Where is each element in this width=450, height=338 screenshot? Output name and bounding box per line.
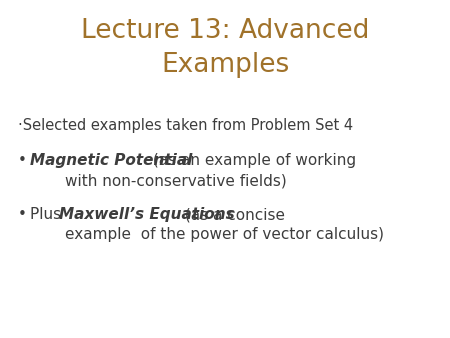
Text: •: • bbox=[18, 207, 27, 222]
Text: Magnetic Potential: Magnetic Potential bbox=[30, 153, 193, 168]
Text: (as an example of working: (as an example of working bbox=[148, 153, 356, 168]
Text: Examples: Examples bbox=[161, 52, 289, 78]
Text: Lecture 13: Advanced: Lecture 13: Advanced bbox=[81, 18, 369, 44]
Text: Plus: Plus bbox=[30, 207, 66, 222]
Text: example  of the power of vector calculus): example of the power of vector calculus) bbox=[65, 227, 384, 242]
Text: •: • bbox=[18, 153, 27, 168]
Text: with non-conservative fields): with non-conservative fields) bbox=[65, 173, 287, 188]
Text: (as a concise: (as a concise bbox=[180, 207, 285, 222]
Text: ·Selected examples taken from Problem Set 4: ·Selected examples taken from Problem Se… bbox=[18, 118, 353, 133]
Text: Maxwell’s Equations: Maxwell’s Equations bbox=[59, 207, 235, 222]
